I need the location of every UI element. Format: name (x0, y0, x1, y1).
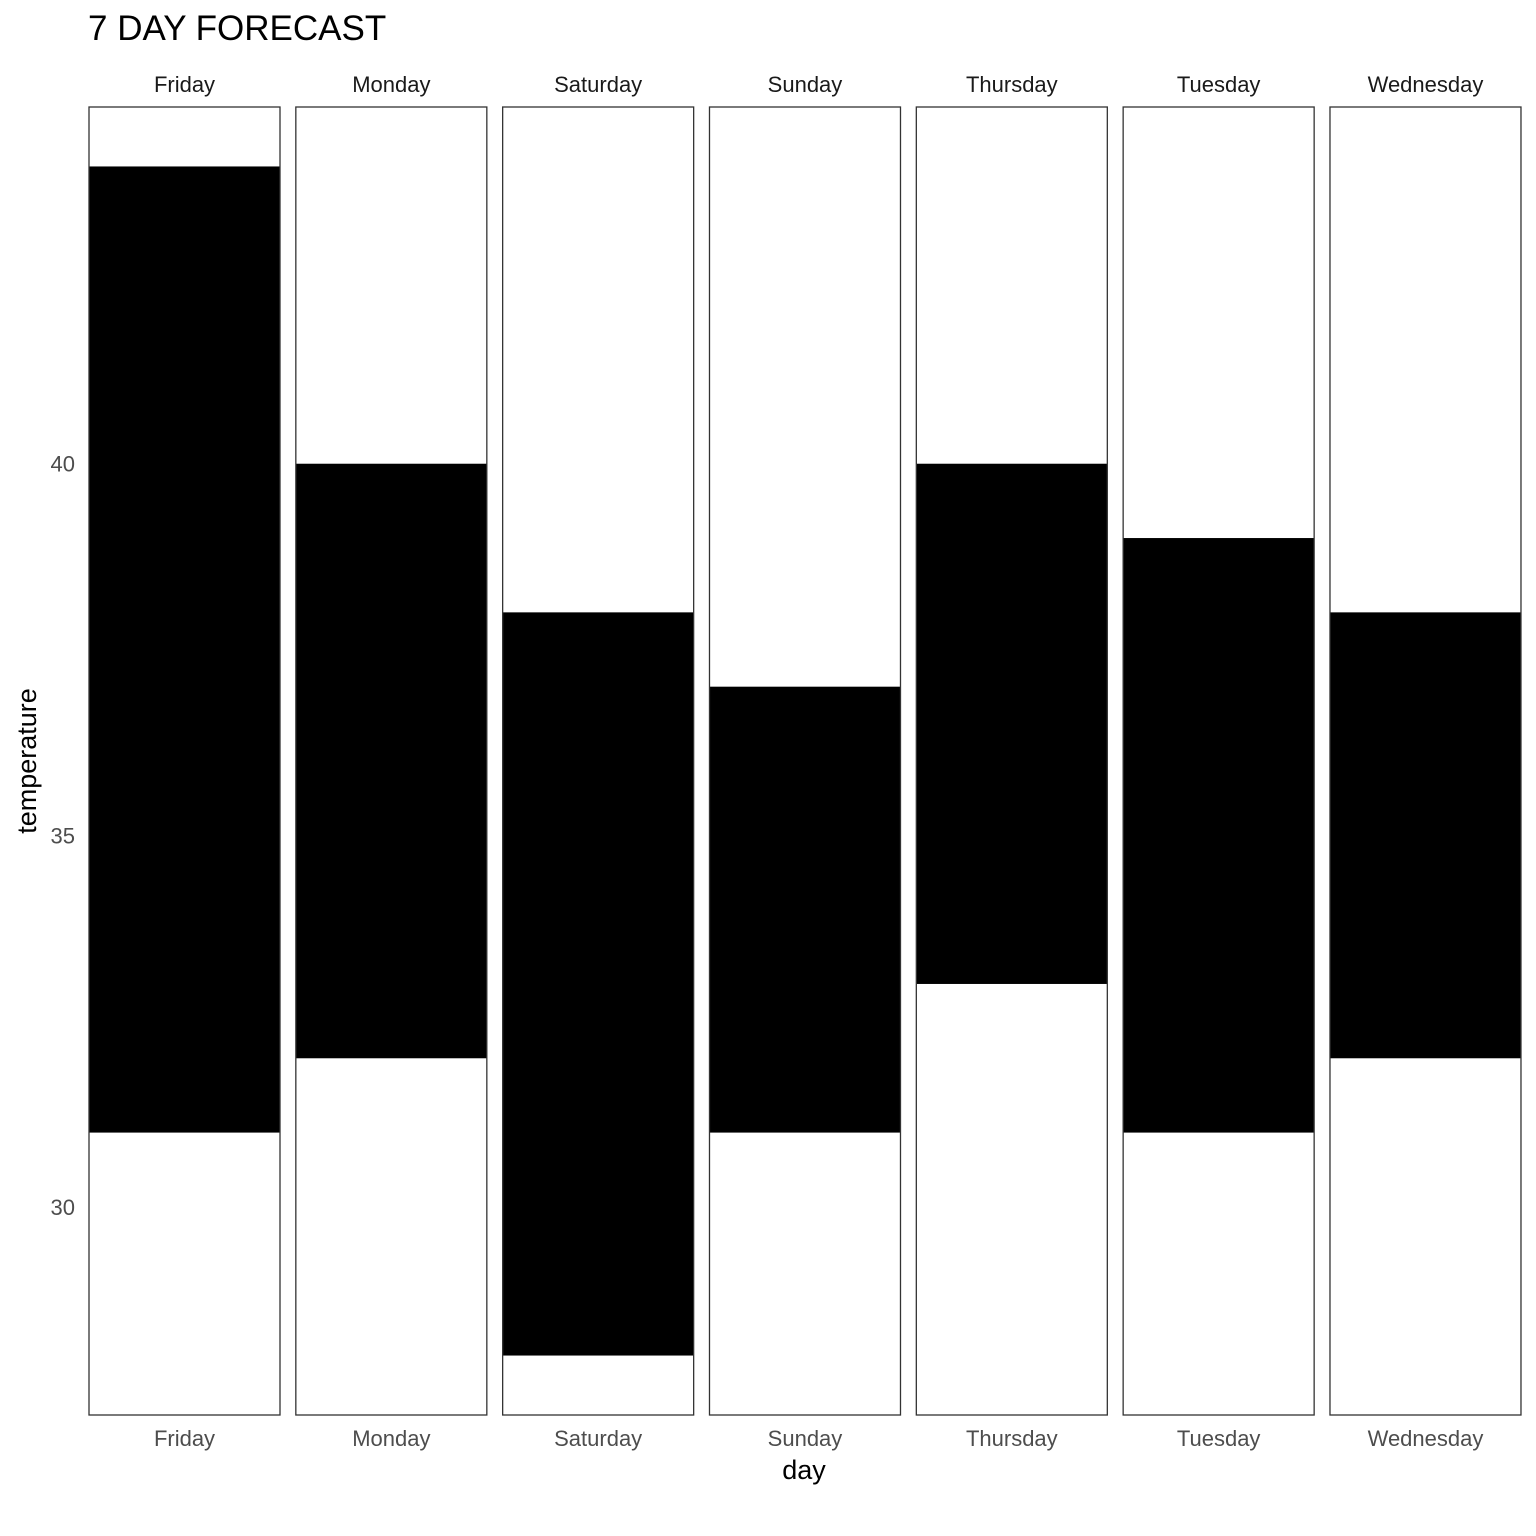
facet-strip-label: Friday (154, 72, 215, 97)
x-tick-label: Monday (352, 1426, 430, 1451)
facet-panel: Friday Friday (88, 72, 281, 1451)
facet-panel: Wednesday Wednesday (1329, 72, 1522, 1451)
bar (295, 463, 487, 1059)
facet-panel: Sunday Sunday (708, 72, 902, 1451)
x-axis-title: day (782, 1455, 826, 1485)
bar (916, 463, 1108, 984)
x-tick-label: Sunday (768, 1426, 843, 1451)
bar (1123, 538, 1315, 1133)
bar (502, 612, 694, 1356)
bar (89, 166, 280, 1133)
facet-panel: Saturday Saturday (502, 72, 695, 1451)
y-tick-label: 40 (51, 452, 75, 477)
panel-border (502, 106, 695, 1416)
x-tick-label: Thursday (966, 1426, 1058, 1451)
facet-panel: Tuesday Tuesday (1122, 72, 1315, 1451)
facet-strip-label: Thursday (966, 72, 1058, 97)
chart-title: 7 DAY FORECAST (88, 9, 386, 48)
y-tick-label: 30 (51, 1195, 75, 1220)
panel-border (708, 106, 902, 1416)
facet-panels: FridayFridayMondayMondaySaturdaySaturday… (88, 72, 1522, 1451)
facet-strip-label: Monday (352, 72, 430, 97)
panel-border (1122, 106, 1315, 1416)
y-axis: 30 35 40 (51, 452, 75, 1220)
x-tick-label: Friday (154, 1426, 215, 1451)
bar (1329, 612, 1521, 1059)
x-tick-label: Saturday (554, 1426, 642, 1451)
x-tick-label: Tuesday (1177, 1426, 1261, 1451)
facet-strip-label: Wednesday (1368, 72, 1484, 97)
facet-strip-label: Saturday (554, 72, 642, 97)
panel-border (88, 106, 281, 1416)
panel-border (295, 106, 488, 1416)
facet-strip-label: Tuesday (1177, 72, 1261, 97)
facet-panel: Monday Monday (295, 72, 488, 1451)
panel-border (915, 106, 1108, 1416)
panel-border (1329, 106, 1522, 1416)
facet-panel: Thursday Thursday (915, 72, 1108, 1451)
x-tick-label: Wednesday (1368, 1426, 1484, 1451)
y-axis-title: temperature (12, 688, 42, 834)
y-tick-label: 35 (51, 823, 75, 848)
bar (709, 686, 901, 1133)
facet-strip-label: Sunday (768, 72, 843, 97)
